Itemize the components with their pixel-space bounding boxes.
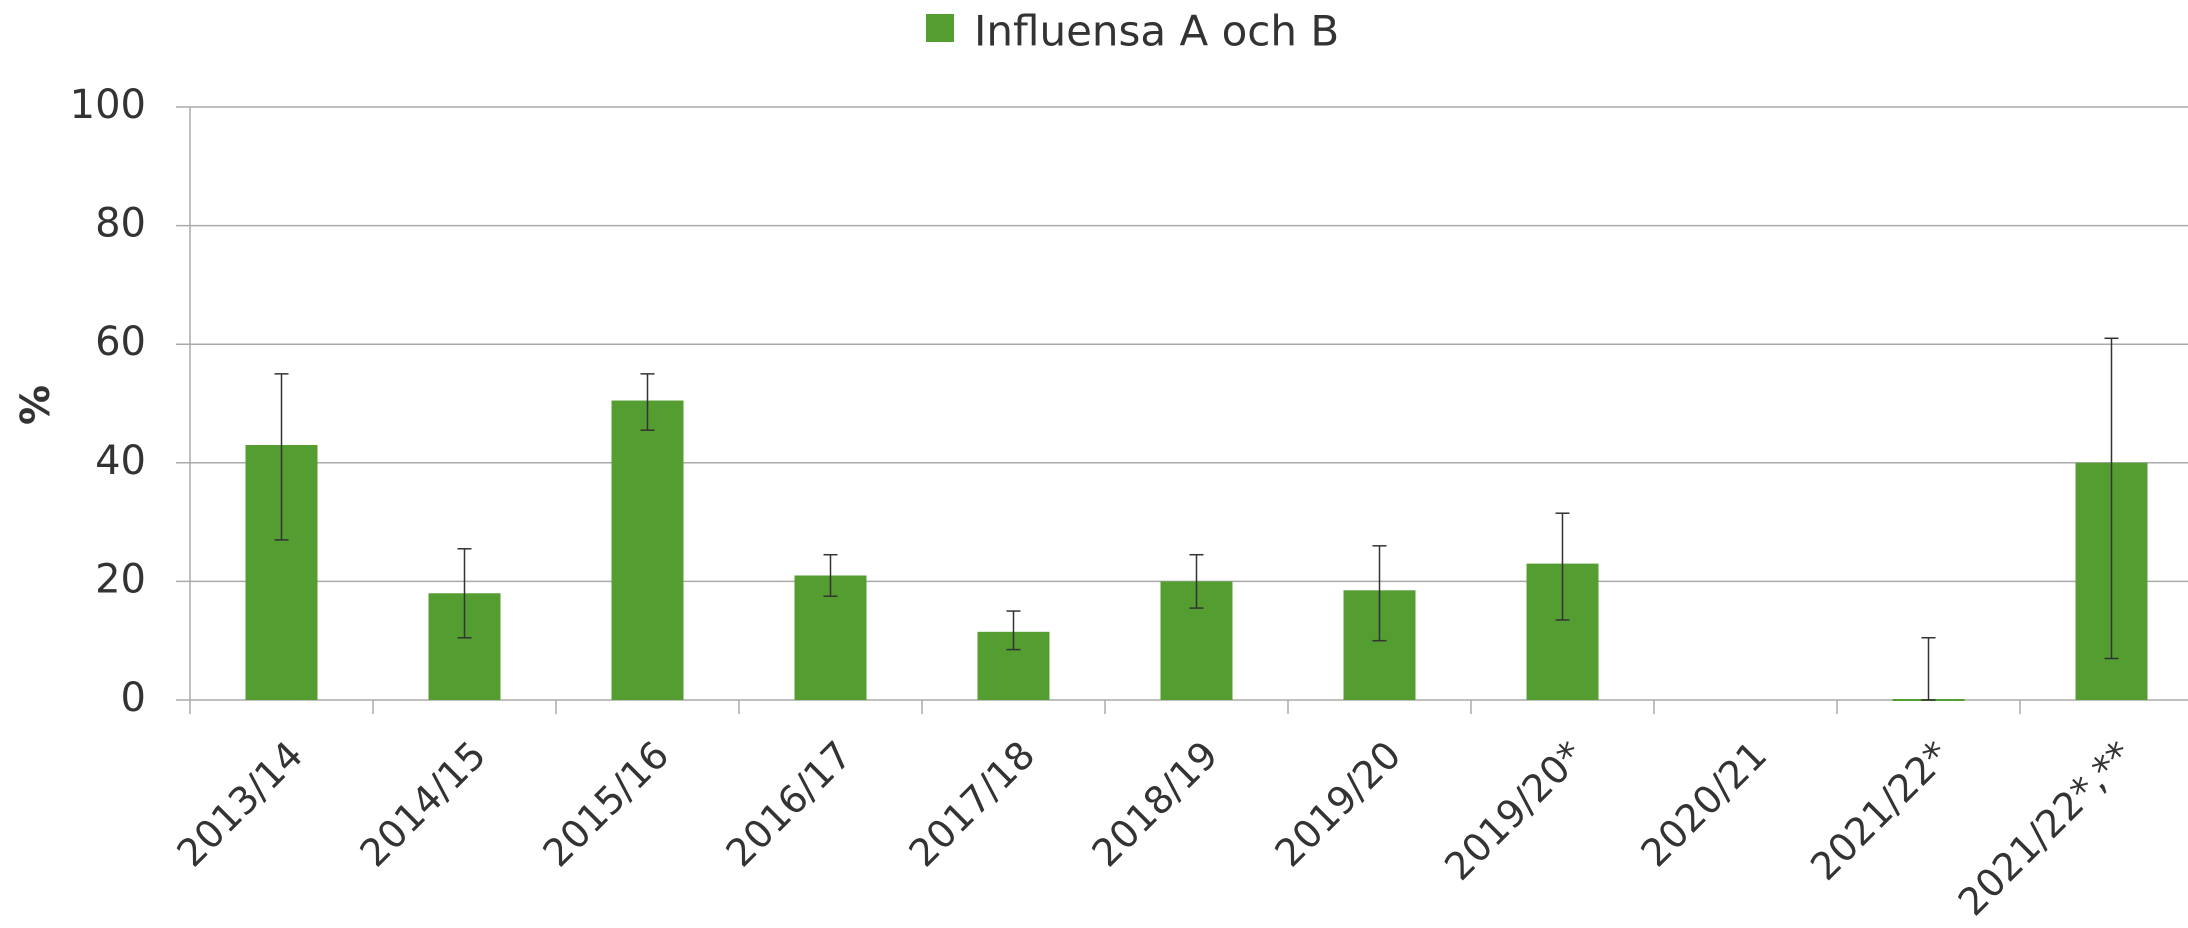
- y-tick-label: 0: [121, 675, 146, 721]
- x-tick-label: 2020/21: [1633, 733, 1776, 876]
- y-tick-label: 40: [95, 438, 146, 484]
- y-tick-label: 100: [70, 82, 146, 128]
- bar: [611, 400, 684, 700]
- x-tick-label: 2015/16: [535, 733, 678, 876]
- x-tick-label: 2019/20*: [1436, 733, 1592, 889]
- y-tick-label: 80: [95, 201, 146, 247]
- x-tick-label: 2016/17: [718, 733, 861, 876]
- x-tick-label: 2017/18: [901, 733, 1044, 876]
- y-tick-label: 20: [95, 556, 146, 602]
- x-tick-label: 2019/20: [1267, 733, 1410, 876]
- x-tick-label: 2018/19: [1084, 733, 1227, 876]
- legend-label: Influensa A och B: [974, 7, 1339, 56]
- x-tick-label: 2013/14: [169, 733, 312, 876]
- x-tick-label: 2021/22*,**: [1950, 733, 2142, 925]
- legend-swatch: [926, 14, 954, 42]
- y-axis-label: %: [13, 385, 59, 425]
- x-tick-label: 2014/15: [352, 733, 495, 876]
- x-tick-label: 2021/22*: [1802, 733, 1958, 889]
- y-tick-label: 60: [95, 319, 146, 365]
